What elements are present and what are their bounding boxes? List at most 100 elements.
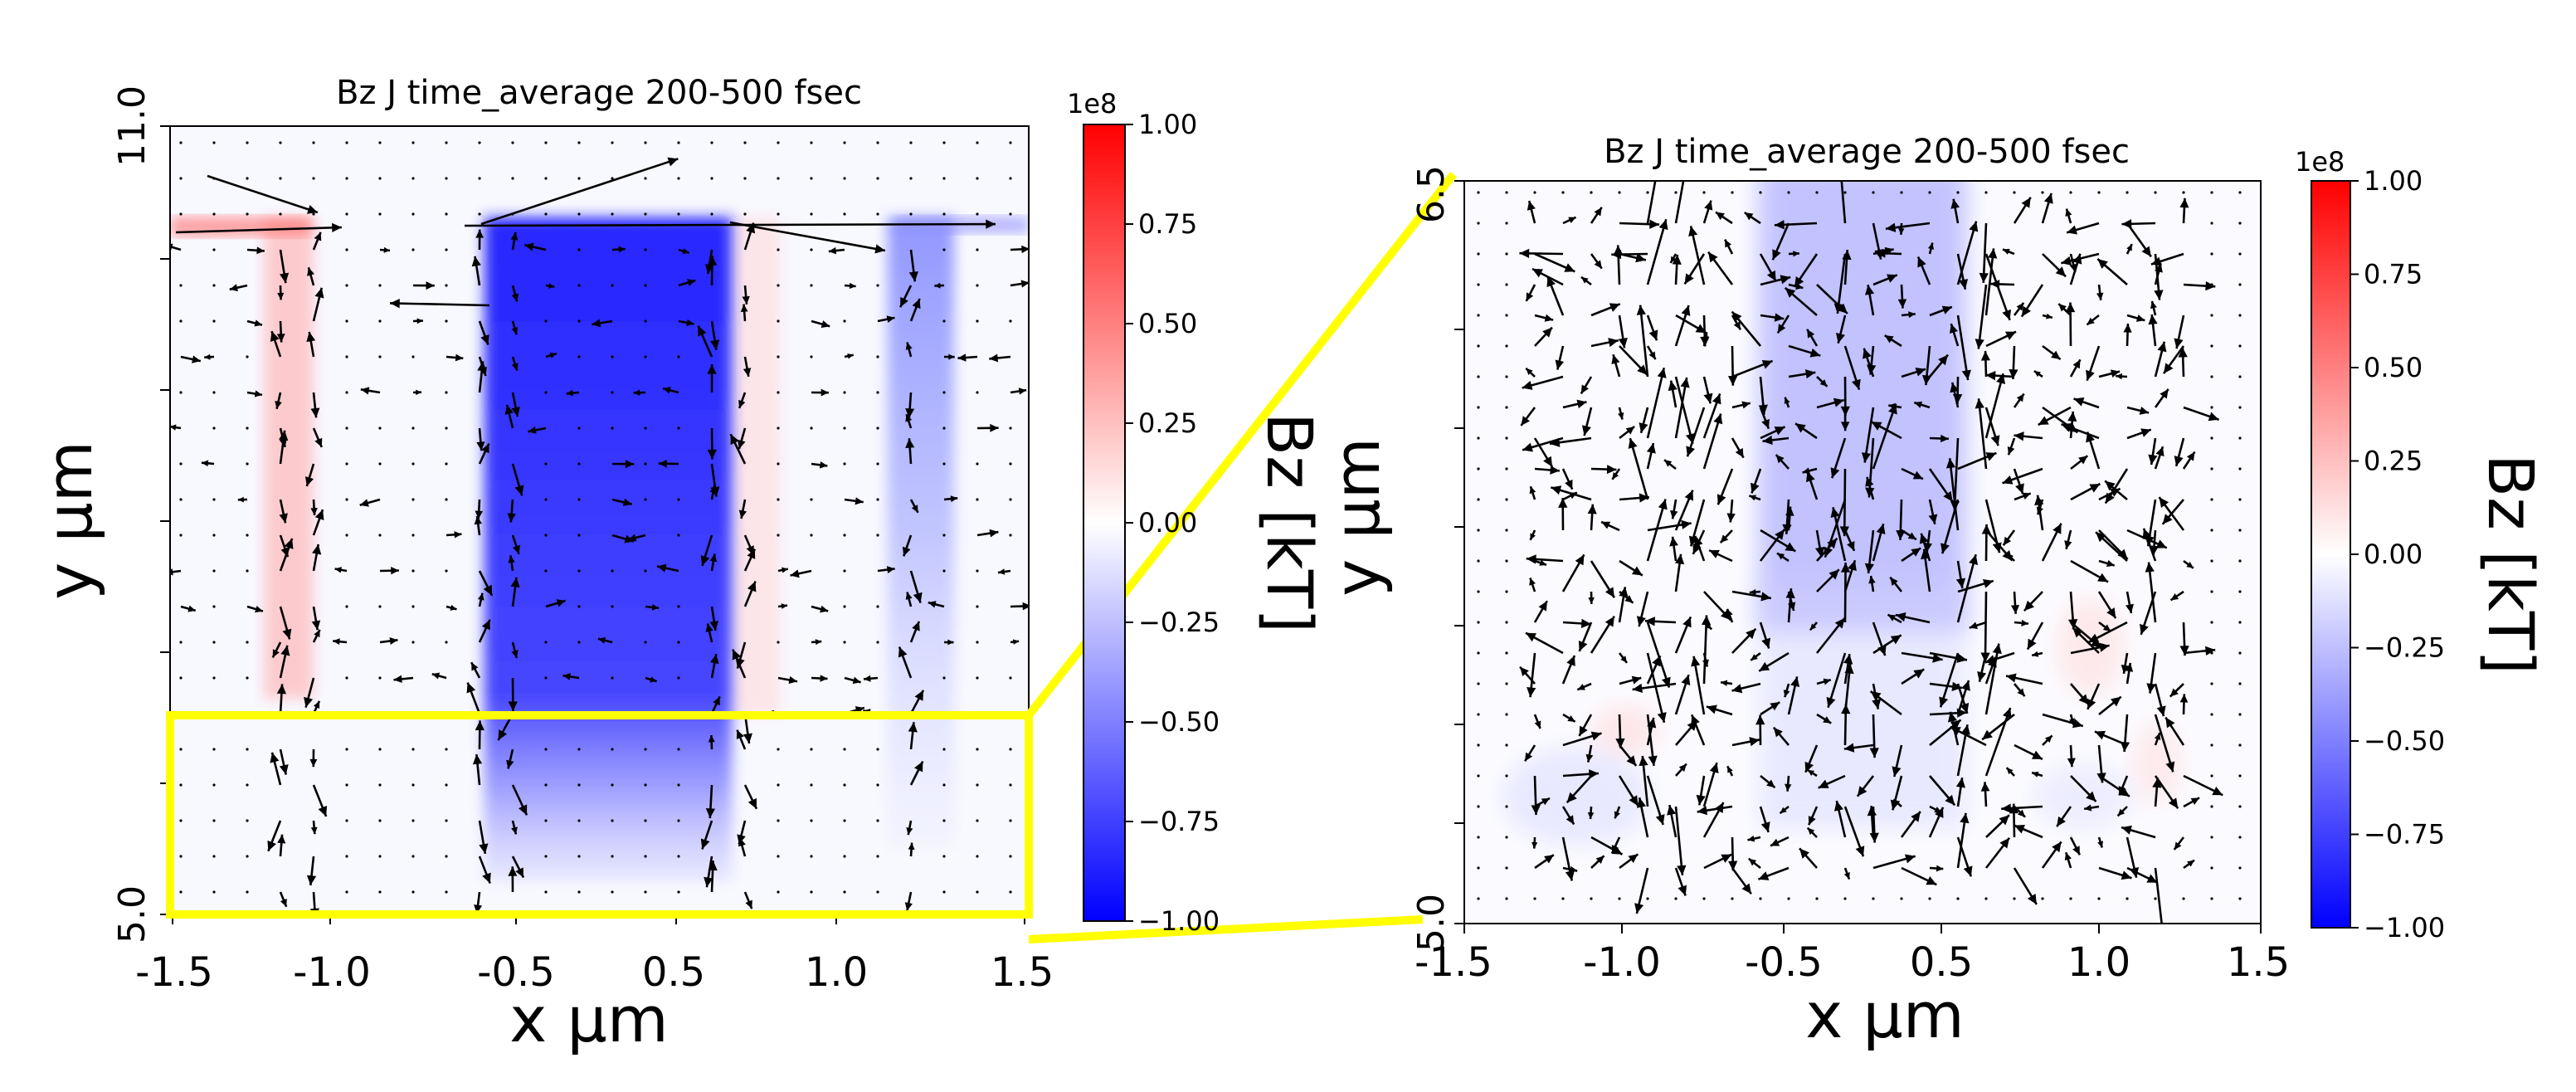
quiver-arrow — [2154, 732, 2161, 746]
quiver-arrow — [445, 391, 448, 394]
quiver-arrow — [1868, 575, 1876, 592]
quiver-arrow — [1731, 401, 1751, 409]
quiver-arrow — [1759, 191, 1762, 194]
quiver-arrow — [1815, 191, 1819, 194]
quiver-arrow — [943, 495, 958, 503]
quiver-arrow — [743, 212, 747, 216]
quiver-arrow — [1549, 436, 1592, 447]
quiver-arrow — [1615, 714, 1625, 748]
quiver-arrow — [212, 498, 216, 501]
quiver-arrow — [279, 177, 282, 180]
quiver-arrow — [2126, 222, 2152, 258]
quiver-arrow — [1956, 812, 1970, 869]
quiver-arrow — [1477, 621, 1480, 624]
quiver-arrow — [2096, 284, 2104, 300]
quiver-arrow — [611, 355, 614, 358]
quiver-arrow — [644, 177, 647, 180]
quiver-arrow — [1901, 529, 1917, 541]
quiver-arrow — [2096, 258, 2128, 285]
quiver-arrow — [1585, 744, 1594, 763]
quiver-arrow — [577, 855, 581, 858]
quiver-arrow — [1989, 280, 2015, 289]
quiver-arrow — [844, 676, 861, 685]
quiver-arrow — [1776, 552, 1790, 563]
quiver-arrow — [179, 141, 183, 144]
right-title: Bz J time_average 200-500 fsec — [1604, 133, 2130, 171]
quiver-arrow — [345, 498, 348, 501]
quiver-arrow — [2238, 375, 2242, 378]
left-y-ticks: 11.0 5.0 — [111, 85, 170, 943]
quiver-arrow — [1956, 553, 1979, 623]
quiver-arrow — [2014, 824, 2043, 839]
quiver-arrow — [1477, 713, 1480, 716]
quiver-arrow — [1885, 222, 1931, 232]
quiver-arrow — [1667, 804, 1678, 838]
quiver-arrow — [777, 319, 780, 323]
quiver-arrow — [1787, 191, 1790, 194]
quiver-arrow — [577, 819, 581, 822]
quiver-arrow — [738, 392, 747, 409]
quiver-arrow — [1674, 305, 1691, 347]
quiver-arrow — [876, 284, 879, 287]
quiver-arrow — [909, 177, 913, 180]
quiver-arrow — [700, 534, 713, 567]
quiver-arrow — [1477, 836, 1480, 839]
quiver-arrow — [1985, 814, 2010, 838]
quiver-arrow — [1872, 191, 1875, 194]
quiver-arrow — [2013, 392, 2025, 408]
quiver-arrow — [1830, 507, 1847, 562]
quiver-arrow — [1477, 498, 1480, 501]
quiver-arrow — [577, 605, 581, 608]
quiver-arrow — [528, 426, 547, 434]
quiver-arrow — [1816, 568, 1840, 592]
quiver-arrow — [2182, 191, 2185, 194]
quiver-arrow — [1477, 743, 1480, 747]
quiver-arrow — [2005, 673, 2043, 685]
quiver-arrow — [2210, 805, 2213, 808]
quiver-arrow — [2098, 559, 2116, 568]
quiver-arrow — [1691, 656, 1706, 715]
quiver-arrow — [1578, 714, 1593, 737]
quiver-arrow — [876, 641, 879, 644]
quiver-arrow — [1785, 587, 1795, 623]
quiver-arrow — [777, 855, 780, 858]
quiver-arrow — [677, 498, 680, 501]
quiver-arrow — [1562, 618, 1591, 629]
quiver-arrow — [246, 355, 249, 358]
quiver-arrow — [2210, 467, 2213, 470]
quiver-arrow — [2042, 313, 2053, 319]
quiver-arrow — [1686, 407, 1706, 457]
quiver-arrow — [445, 890, 448, 894]
quiver-arrow — [2152, 778, 2162, 807]
quiver-arrow — [1840, 562, 1851, 623]
quiver-arrow — [876, 212, 879, 216]
quiver-arrow — [2069, 253, 2082, 285]
quiver-arrow — [201, 460, 215, 467]
quiver-arrow — [212, 748, 216, 751]
quiver-arrow — [2042, 253, 2067, 278]
quiver-arrow — [1774, 220, 1818, 230]
quiver-arrow — [2007, 437, 2016, 456]
quiver-arrow — [1534, 854, 1555, 870]
quiver-arrow — [378, 427, 382, 430]
left-heatmap — [170, 126, 1029, 914]
quiver-arrow — [644, 748, 647, 751]
quiver-arrow — [179, 676, 183, 680]
quiver-arrow — [1884, 334, 1902, 348]
quiver-arrow — [1816, 537, 1838, 562]
quiver-arrow — [1576, 682, 1592, 691]
quiver-arrow — [478, 570, 494, 597]
quiver-arrow — [212, 783, 216, 787]
right-ytick-label: 5.0 — [1410, 894, 1453, 952]
quiver-arrow — [1869, 690, 1902, 716]
right-xtick-label: -1.0 — [1583, 939, 1661, 986]
quiver-arrow — [1856, 775, 1875, 797]
quiver-arrow — [1505, 621, 1508, 624]
quiver-arrow — [1759, 407, 1770, 430]
quiver-arrow — [611, 460, 635, 469]
quiver-arrow — [511, 641, 519, 659]
quiver-arrow — [1816, 376, 1829, 388]
quiver-arrow — [204, 353, 215, 360]
quiver-arrow — [843, 177, 846, 180]
quiver-arrow — [312, 287, 324, 322]
